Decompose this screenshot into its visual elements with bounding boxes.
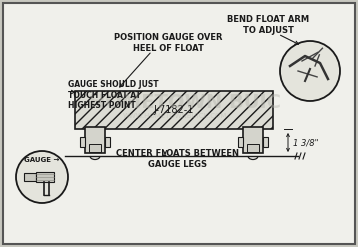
Text: CENTER FLOATS BETWEEN
GAUGE LEGS: CENTER FLOATS BETWEEN GAUGE LEGS [116,149,240,169]
Text: BEND FLOAT ARM
TO ADJUST: BEND FLOAT ARM TO ADJUST [227,15,309,35]
Text: 1 3/8": 1 3/8" [293,138,319,147]
Text: GAUGE SHOULD JUST
TOUCH FLOAT AT
HIGHEST POINT: GAUGE SHOULD JUST TOUCH FLOAT AT HIGHEST… [68,80,159,110]
Circle shape [16,151,68,203]
Text: POSITION GAUGE OVER
HEEL OF FLOAT: POSITION GAUGE OVER HEEL OF FLOAT [114,33,222,53]
Circle shape [280,41,340,101]
Bar [75,91,273,129]
Bar [80,137,85,147]
Text: GAUGE →: GAUGE → [24,157,60,163]
Text: HOMETOWN BUIC: HOMETOWN BUIC [89,92,281,111]
Bar [263,137,268,147]
Bar [24,173,36,181]
Bar [243,127,263,153]
Bar [89,144,101,152]
Bar [247,144,259,152]
Bar [85,127,105,153]
Text: WWW.HOMETOWNBUICK.COM: WWW.HOMETOWNBUICK.COM [123,113,227,119]
Bar [36,172,54,182]
Bar [105,137,110,147]
Bar [238,137,243,147]
Text: J-7182-1: J-7182-1 [154,105,194,115]
